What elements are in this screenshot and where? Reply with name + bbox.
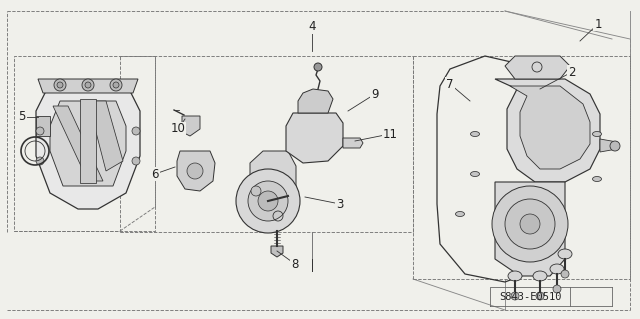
Circle shape [132, 127, 140, 135]
Circle shape [511, 292, 519, 300]
Polygon shape [38, 79, 138, 93]
Ellipse shape [470, 131, 479, 137]
Polygon shape [177, 151, 215, 191]
Circle shape [85, 82, 91, 88]
Polygon shape [88, 101, 123, 171]
Ellipse shape [508, 271, 522, 281]
Text: 7: 7 [446, 78, 454, 91]
Text: 10: 10 [171, 122, 186, 136]
Circle shape [236, 169, 300, 233]
Circle shape [561, 270, 569, 278]
Ellipse shape [470, 172, 479, 176]
Polygon shape [505, 56, 570, 79]
Circle shape [57, 82, 63, 88]
Text: 4: 4 [308, 20, 316, 33]
Polygon shape [36, 116, 50, 136]
Polygon shape [80, 99, 96, 183]
Ellipse shape [593, 131, 602, 137]
Text: 6: 6 [151, 167, 159, 181]
Text: 9: 9 [371, 87, 379, 100]
Circle shape [36, 157, 44, 165]
Text: 5: 5 [19, 110, 26, 123]
Polygon shape [182, 116, 200, 136]
Circle shape [258, 191, 278, 211]
Polygon shape [510, 86, 590, 169]
Polygon shape [271, 246, 283, 257]
Polygon shape [343, 138, 363, 148]
Circle shape [492, 186, 568, 262]
Circle shape [36, 127, 44, 135]
Polygon shape [600, 139, 617, 152]
Ellipse shape [456, 211, 465, 217]
Text: 8: 8 [291, 257, 299, 271]
Ellipse shape [533, 271, 547, 281]
Polygon shape [50, 101, 126, 186]
Circle shape [536, 292, 544, 300]
Ellipse shape [558, 249, 572, 259]
Text: 2: 2 [568, 65, 576, 78]
Ellipse shape [550, 264, 564, 274]
Circle shape [610, 141, 620, 151]
Circle shape [553, 285, 561, 293]
Circle shape [520, 214, 540, 234]
Polygon shape [495, 182, 565, 276]
Polygon shape [250, 151, 296, 203]
Polygon shape [495, 79, 600, 182]
Circle shape [505, 199, 555, 249]
Circle shape [251, 186, 261, 196]
Circle shape [54, 79, 66, 91]
Circle shape [187, 163, 203, 179]
Text: 11: 11 [383, 128, 397, 140]
Circle shape [113, 82, 119, 88]
Polygon shape [53, 106, 103, 181]
Circle shape [314, 63, 322, 71]
Circle shape [132, 157, 140, 165]
Text: S843-E0510: S843-E0510 [499, 292, 561, 302]
Polygon shape [286, 113, 343, 163]
Circle shape [110, 79, 122, 91]
Polygon shape [36, 91, 140, 209]
Ellipse shape [593, 176, 602, 182]
Polygon shape [298, 89, 333, 113]
Text: 1: 1 [595, 18, 602, 31]
Text: 3: 3 [336, 197, 344, 211]
Circle shape [248, 181, 288, 221]
Circle shape [82, 79, 94, 91]
